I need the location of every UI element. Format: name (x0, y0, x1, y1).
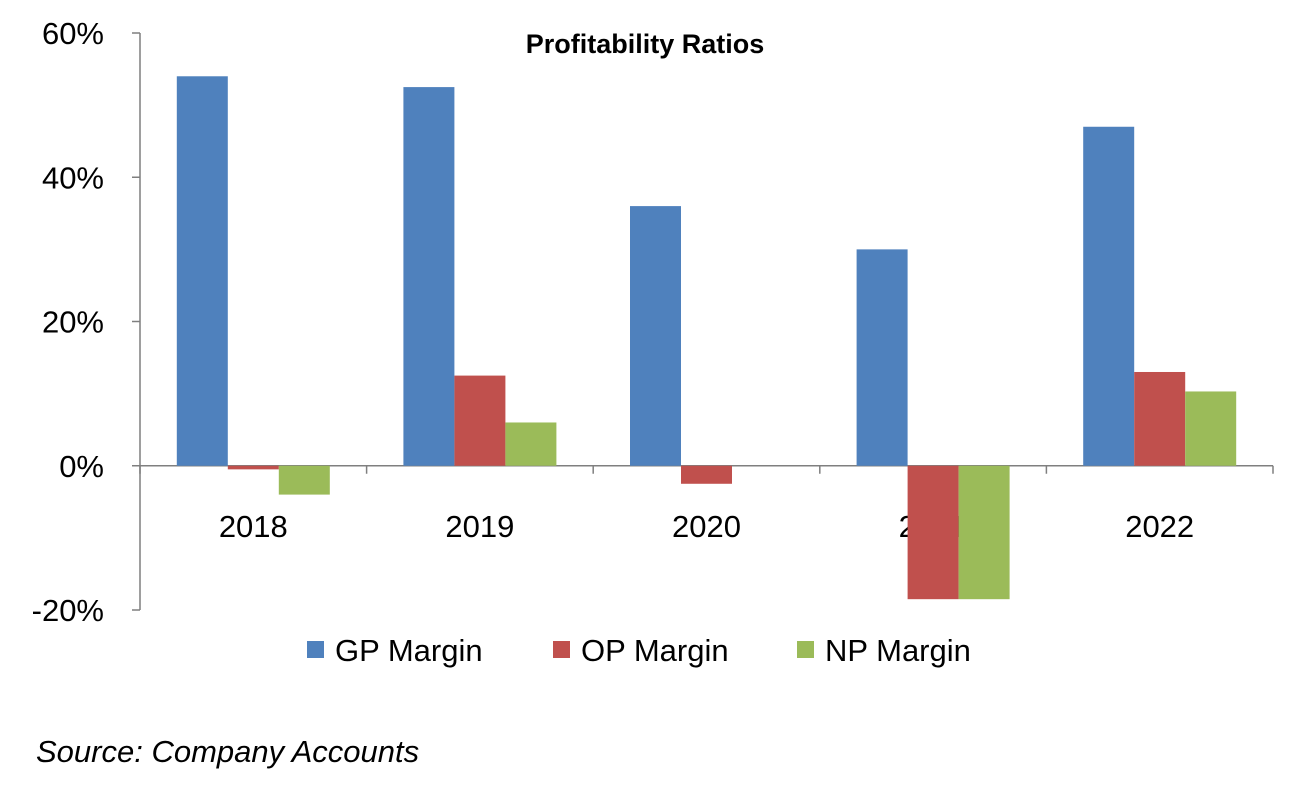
bar-np-margin-2019 (505, 422, 557, 466)
x-tick-label: 2020 (672, 509, 741, 544)
bar-gp-margin-2021 (856, 249, 908, 466)
bar-op-margin-2020 (681, 465, 732, 484)
legend-label-np-margin: NP Margin (825, 633, 971, 668)
bar-op-margin-2019 (454, 375, 506, 466)
bar-gp-margin-2020 (630, 206, 681, 466)
bar-op-margin-2022 (1134, 371, 1186, 466)
legend-swatch-op-margin (553, 641, 570, 658)
source-note: Source: Company Accounts (36, 734, 419, 769)
legend-label-op-margin: OP Margin (581, 633, 729, 668)
bar-op-margin-2021 (907, 465, 959, 600)
bar-gp-margin-2022 (1083, 126, 1135, 466)
bar-np-margin-2022 (1185, 391, 1237, 466)
x-tick-label: 2018 (219, 509, 288, 544)
y-tick-label: 0% (59, 449, 104, 484)
legend-label-gp-margin: GP Margin (335, 633, 483, 668)
chart-title: Profitability Ratios (526, 29, 765, 59)
bar-np-margin-2018 (278, 465, 330, 495)
legend-swatch-np-margin (797, 641, 814, 658)
legend: GP Margin OP Margin NP Margin (307, 633, 971, 668)
bar-gp-margin-2019 (403, 87, 455, 466)
bar-gp-margin-2018 (176, 76, 228, 466)
y-tick-label: -20% (32, 593, 104, 628)
x-tick-label: 2019 (445, 509, 514, 544)
x-tick-label: 2022 (1125, 509, 1194, 544)
legend-swatch-gp-margin (307, 641, 324, 658)
bar-op-margin-2018 (227, 465, 279, 470)
y-tick-label: 20% (42, 305, 104, 340)
y-tick-label: 60% (42, 16, 104, 51)
bars (176, 76, 1237, 600)
bar-np-margin-2021 (958, 465, 1010, 600)
y-axis: -20% 0% 20% 40% 60% (32, 16, 141, 628)
y-tick-label: 40% (42, 160, 104, 195)
